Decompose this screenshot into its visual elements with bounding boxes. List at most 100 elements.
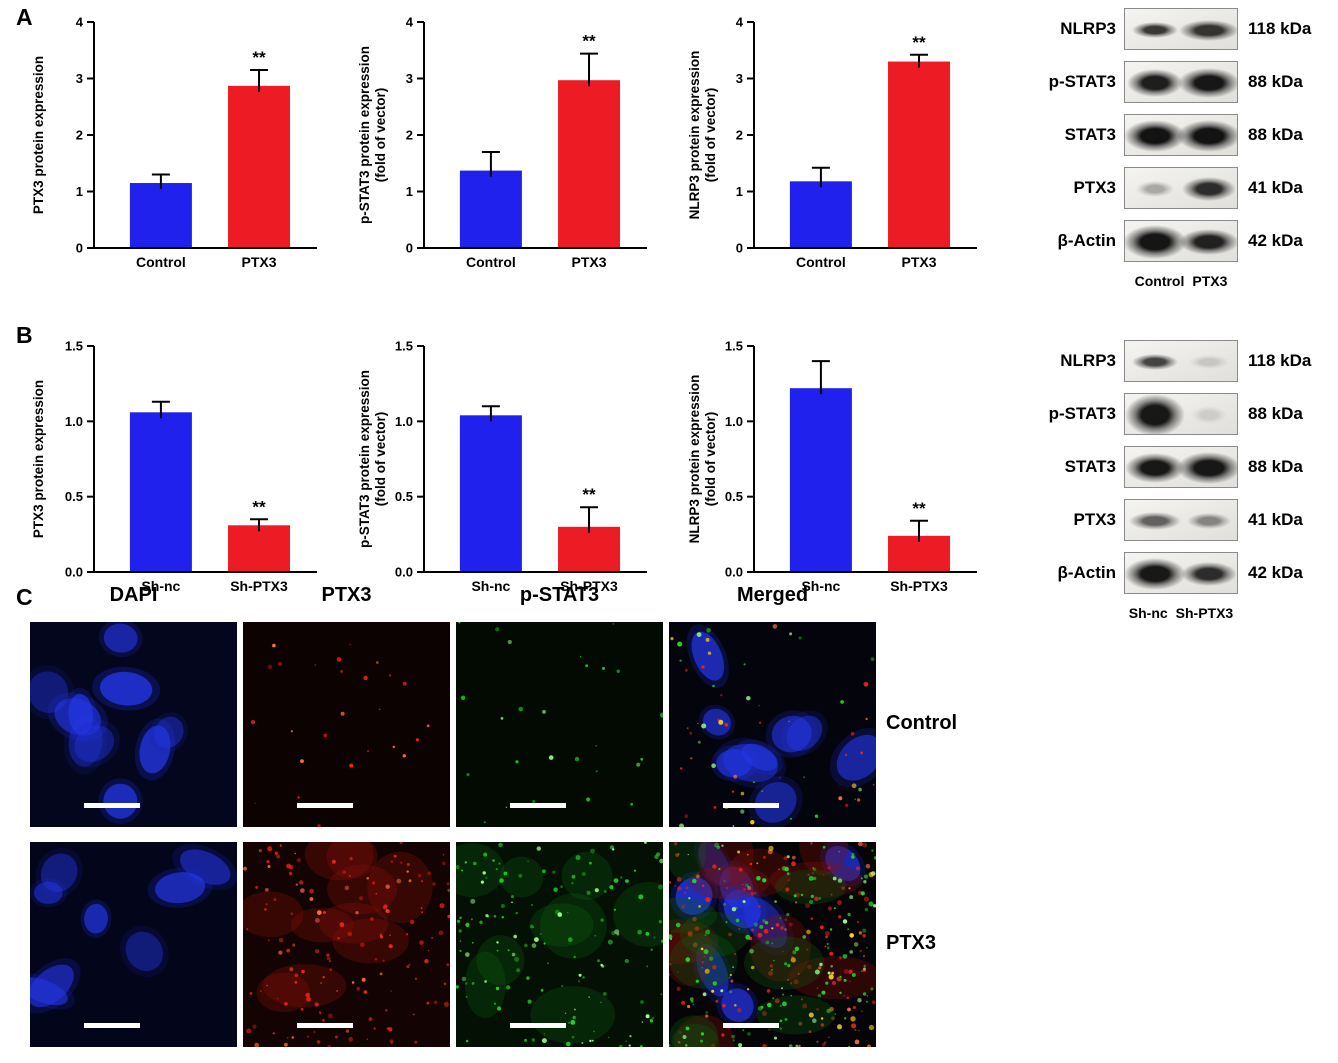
red-speckle [823, 1041, 827, 1045]
green-speckle [629, 1035, 632, 1038]
red-speckle [446, 882, 450, 886]
green-speckle [543, 942, 546, 945]
red-diffuse [304, 842, 374, 881]
green-speckle [612, 848, 615, 851]
green-speckle [515, 760, 519, 764]
nucleus [154, 716, 184, 749]
green-speckle [792, 950, 797, 955]
red-speckle [713, 806, 717, 809]
colocalization-speckle [828, 974, 834, 980]
green-speckle [624, 958, 629, 964]
y-tick-label: 0.5 [725, 489, 743, 504]
red-speckle [355, 911, 359, 915]
colocalization-speckle [849, 933, 854, 938]
green-speckle [641, 1021, 644, 1023]
green-speckle [697, 722, 699, 725]
green-speckle [651, 1016, 655, 1020]
red-speckle [733, 952, 737, 956]
red-speckle [800, 998, 804, 1001]
red-speckle [278, 938, 284, 943]
red-speckle [258, 848, 262, 853]
green-speckle [510, 895, 514, 899]
green-diffuse [530, 986, 616, 1044]
green-speckle [812, 867, 817, 871]
nucleus [103, 623, 138, 653]
blot-kda-label: 118 kDa [1248, 351, 1312, 370]
red-speckle [390, 990, 392, 993]
green-speckle [639, 1045, 643, 1047]
green-speckle [721, 844, 724, 847]
green-speckle [689, 997, 694, 1001]
red-diffuse [290, 907, 354, 943]
blot-row-p-STAT3: p-STAT3 88 kDa [1028, 61, 1336, 103]
blot-protein-label: PTX3 [1073, 510, 1116, 529]
green-speckle [578, 980, 581, 983]
green-speckle [557, 912, 563, 917]
red-speckle [344, 885, 350, 891]
red-speckle [296, 858, 301, 863]
if-control-merged [669, 622, 876, 827]
red-speckle [427, 871, 432, 876]
red-speckle [307, 1035, 310, 1038]
red-speckle [329, 960, 331, 962]
green-speckle [827, 946, 830, 950]
colocalization-speckle [808, 1012, 814, 1018]
red-speckle [379, 972, 383, 976]
y-tick-label: 0.5 [395, 489, 413, 504]
red-speckle [808, 1030, 812, 1033]
green-speckle [732, 1039, 735, 1042]
green-speckle [640, 757, 644, 761]
red-speckle [368, 1017, 373, 1021]
blot-row-p-STAT3: p-STAT3 88 kDa [1028, 393, 1336, 435]
red-speckle [412, 1013, 415, 1016]
blot-image-p-STAT3 [1124, 393, 1238, 435]
colocalization-speckle [729, 973, 732, 977]
red-speckle [294, 852, 296, 855]
red-speckle [726, 887, 728, 889]
red-speckle [379, 935, 384, 939]
green-speckle [570, 1020, 576, 1025]
bar-Sh-PTX3 [558, 526, 621, 571]
green-speckle [844, 1017, 847, 1020]
green-speckle [863, 874, 869, 879]
green-speckle [817, 993, 822, 998]
column-header-pstat3: p-STAT3 [519, 584, 600, 606]
red-speckle [871, 1000, 876, 1005]
nucleus [125, 931, 163, 972]
red-speckle [863, 681, 869, 687]
y-tick-label: 0.0 [395, 565, 413, 580]
green-speckle [771, 942, 774, 945]
green-speckle [701, 967, 703, 969]
green-speckle [742, 900, 746, 904]
green-speckle [460, 695, 466, 700]
blot-band [1125, 394, 1185, 434]
red-speckle [784, 918, 788, 922]
red-speckle [858, 842, 863, 847]
red-speckle [351, 981, 355, 984]
green-speckle [703, 949, 709, 955]
red-speckle [439, 903, 445, 909]
red-speckle [674, 885, 677, 887]
red-speckle [405, 933, 409, 936]
red-speckle [717, 718, 720, 722]
blot-band [1179, 229, 1237, 255]
green-speckle [705, 1011, 709, 1014]
red-speckle [291, 1036, 294, 1039]
blot-band [1191, 405, 1227, 425]
green-speckle [658, 920, 662, 924]
significance-label: ** [912, 33, 926, 52]
column-header-dapi: DAPI [109, 584, 158, 606]
green-speckle [842, 954, 848, 959]
significance-label: ** [252, 48, 266, 67]
blot-row-STAT3: STAT3 88 kDa [1028, 446, 1336, 488]
red-speckle [688, 932, 693, 938]
micro-image-ptx3-merged [669, 842, 876, 1047]
red-speckle [295, 883, 298, 886]
red-diffuse [673, 1015, 735, 1047]
bar-chart-a-pstat3: 0 1 2 3 4 p-STAT3 protein expression (fold of … [357, 15, 647, 270]
red-speckle [872, 783, 875, 786]
green-speckle [507, 639, 512, 645]
green-speckle [607, 1036, 610, 1039]
green-speckle [729, 990, 733, 994]
if-ptx3-dapi [30, 842, 237, 1047]
